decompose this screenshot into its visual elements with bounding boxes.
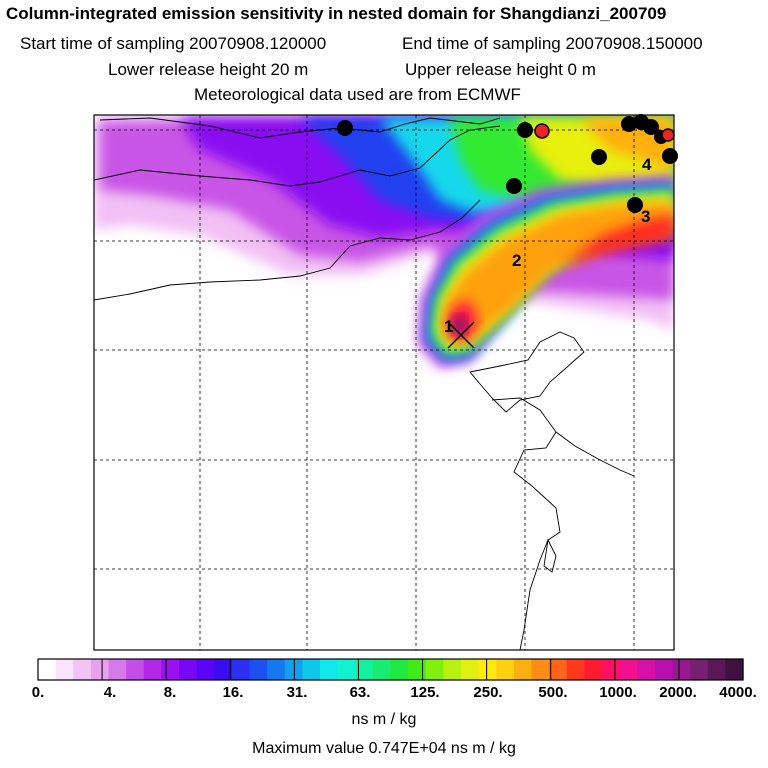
coastline-peninsula bbox=[491, 397, 561, 650]
colorbar-tick-label: 2000. bbox=[659, 684, 697, 701]
colorbar-swatch bbox=[143, 659, 162, 680]
colorbar-swatch bbox=[90, 659, 110, 680]
colorbar-swatch bbox=[672, 659, 691, 680]
colorbar-swatch bbox=[602, 659, 621, 680]
colorbar-swatch bbox=[496, 659, 515, 680]
sample-point bbox=[662, 148, 678, 164]
colorbar-tick-label: 16. bbox=[222, 684, 244, 701]
colorbar-tick-label: 8. bbox=[163, 684, 177, 701]
colorbar-tick-label: 63. bbox=[349, 684, 371, 701]
sample-point bbox=[591, 149, 607, 165]
colorbar-swatch bbox=[443, 659, 462, 680]
colorbar-swatch bbox=[408, 659, 427, 680]
colorbar-swatch bbox=[584, 659, 603, 680]
colorbar-tick-label: 4. bbox=[103, 684, 117, 701]
colorbar-swatch bbox=[513, 659, 533, 680]
sample-point bbox=[506, 178, 522, 194]
sample-point bbox=[517, 122, 533, 138]
colorbar-swatch bbox=[549, 659, 568, 680]
colorbar-swatch bbox=[619, 659, 638, 680]
island-outline bbox=[543, 538, 557, 573]
plume-label-2: 2 bbox=[512, 251, 521, 270]
colorbar-swatch bbox=[320, 659, 339, 680]
x-mark-icon bbox=[447, 321, 475, 349]
colorbar-swatch bbox=[372, 659, 392, 680]
plume-label-4: 4 bbox=[642, 155, 652, 174]
lower-release-label: Lower release height 20 m bbox=[108, 60, 309, 79]
colorbar-swatch bbox=[73, 659, 92, 680]
coastline-east bbox=[555, 431, 635, 477]
plume-label-1: 1 bbox=[444, 317, 453, 336]
plot-title: Column-integrated emission sensitivity i… bbox=[6, 4, 667, 23]
sample-point-red bbox=[534, 123, 550, 139]
colorbar-swatch bbox=[725, 659, 744, 680]
colorbar-swatch bbox=[55, 659, 74, 680]
colorbar-swatch bbox=[707, 659, 726, 680]
sample-point bbox=[643, 119, 659, 135]
plume-core-dark bbox=[450, 316, 466, 336]
start-time-label: Start time of sampling 20070908.120000 bbox=[20, 34, 327, 53]
colorbar-tick-label: 250. bbox=[473, 684, 503, 701]
map-gridlines bbox=[94, 115, 674, 650]
colorbar bbox=[38, 659, 744, 680]
colorbar-swatch bbox=[461, 659, 480, 680]
colorbar-swatch bbox=[637, 659, 656, 680]
colorbar-swatch bbox=[390, 659, 409, 680]
colorbar-swatch bbox=[267, 659, 286, 680]
plume-label-3: 3 bbox=[641, 207, 650, 226]
colorbar-swatch bbox=[126, 659, 145, 680]
upper-release-label: Upper release height 0 m bbox=[405, 60, 596, 79]
colorbar-swatch bbox=[161, 659, 180, 680]
colorbar-swatch bbox=[654, 659, 674, 680]
colorbar-swatch bbox=[179, 659, 198, 680]
sample-point bbox=[337, 120, 353, 136]
border-line-central bbox=[94, 125, 501, 187]
max-value-label: Maximum value 0.747E+04 ns m / kg bbox=[252, 740, 516, 757]
colorbar-tick-label: 4000. bbox=[719, 684, 757, 701]
colorbar-tick-label: 125. bbox=[410, 684, 440, 701]
colorbar-swatch bbox=[196, 659, 215, 680]
coastline bbox=[469, 331, 585, 413]
colorbar-swatch bbox=[531, 659, 550, 680]
colorbar-units: ns m / kg bbox=[351, 711, 417, 728]
colorbar-swatch bbox=[478, 659, 497, 680]
colorbar-frame bbox=[37, 658, 744, 681]
sample-point-red bbox=[661, 128, 675, 142]
end-time-label: End time of sampling 20070908.150000 bbox=[402, 34, 703, 53]
map-boundaries bbox=[94, 117, 635, 650]
colorbar-swatch bbox=[690, 659, 709, 680]
map-frame bbox=[93, 114, 675, 651]
colorbar-tick-label: 0. bbox=[31, 684, 45, 701]
colorbar-tick-label: 31. bbox=[286, 684, 308, 701]
colorbar-swatch bbox=[38, 659, 57, 680]
sample-point bbox=[627, 197, 643, 213]
colorbar-swatch bbox=[214, 659, 233, 680]
colorbar-swatch bbox=[231, 659, 251, 680]
colorbar-tick-label: 1000. bbox=[599, 684, 637, 701]
sensitivity-field bbox=[94, 118, 674, 368]
colorbar-swatch bbox=[337, 659, 356, 680]
colorbar-swatch bbox=[355, 659, 374, 680]
colorbar-swatch bbox=[302, 659, 321, 680]
colorbar-tick-label: 500. bbox=[538, 684, 568, 701]
met-data-label: Meteorological data used are from ECMWF bbox=[194, 85, 521, 104]
colorbar-swatch bbox=[566, 659, 585, 680]
border-line-south bbox=[94, 199, 481, 301]
plume-red bbox=[562, 214, 674, 266]
sample-point bbox=[621, 116, 637, 132]
colorbar-swatch bbox=[425, 659, 444, 680]
colorbar-swatch bbox=[249, 659, 268, 680]
colorbar-swatch bbox=[108, 659, 127, 680]
